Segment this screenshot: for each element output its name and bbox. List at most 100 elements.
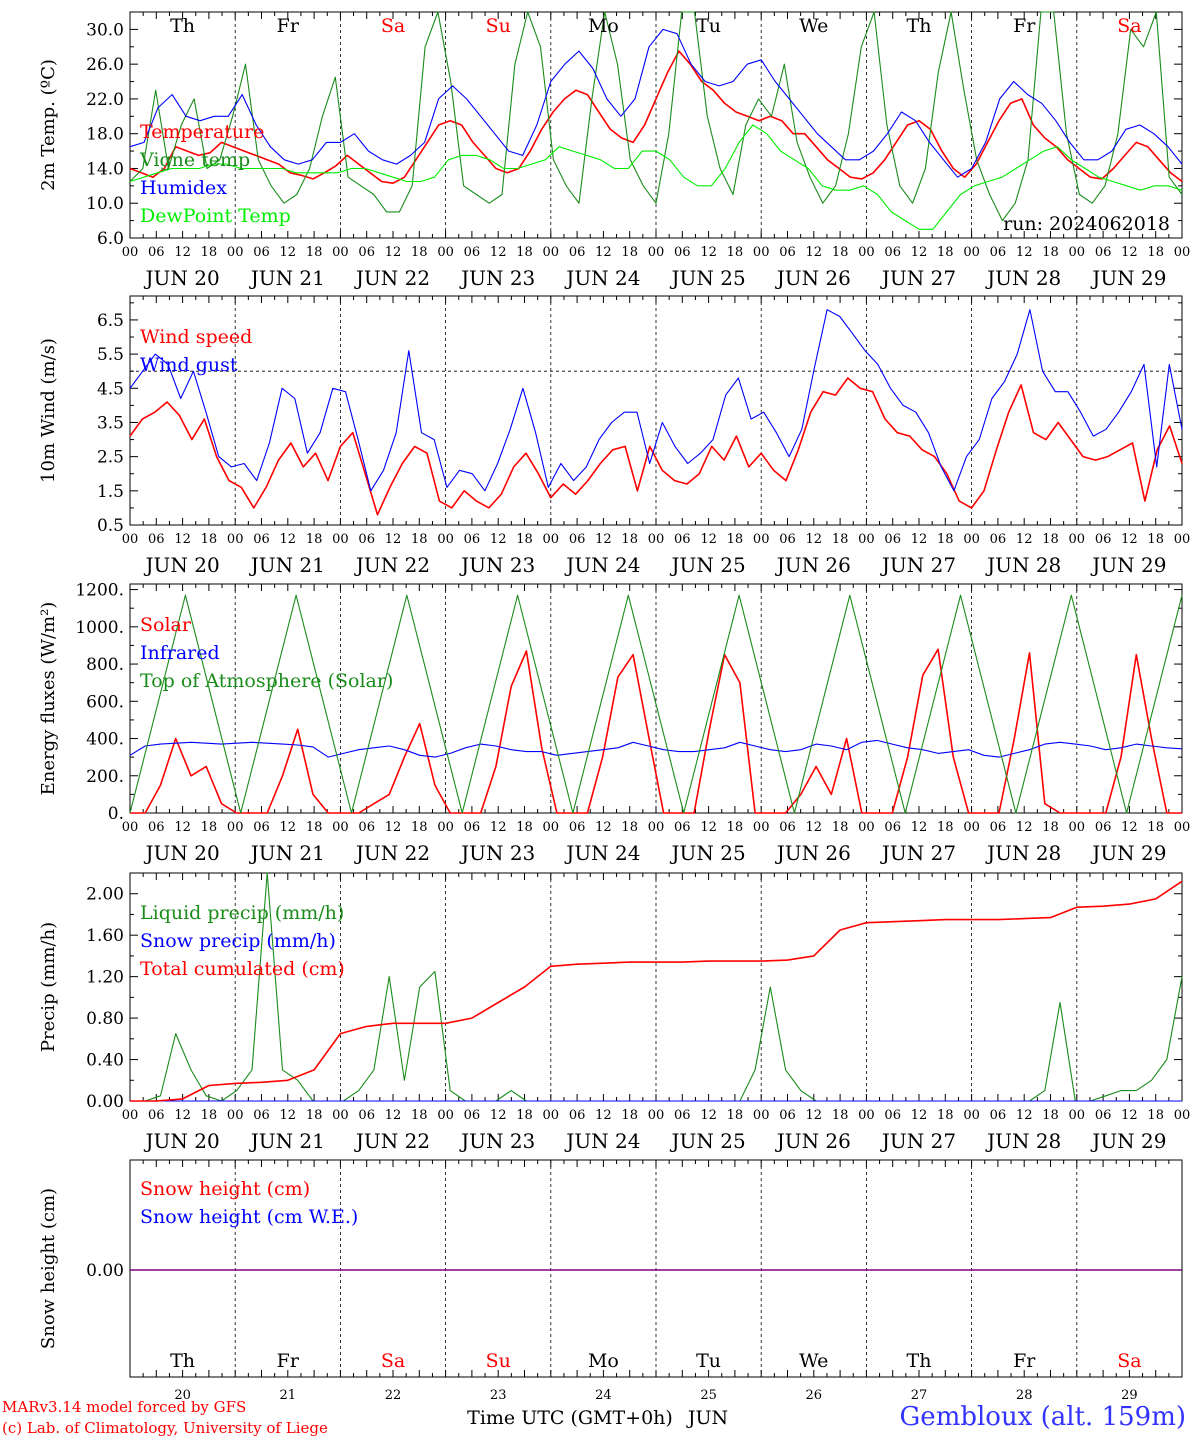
hour-tick-label: 12 [280, 245, 297, 260]
legend-entry: Vigne temp [139, 149, 250, 171]
hour-tick-label: 06 [464, 1108, 481, 1123]
day-number-label: 27 [911, 1388, 928, 1403]
hour-tick-label: 06 [253, 820, 270, 835]
hour-tick-label: 00 [122, 245, 139, 260]
hour-tick-label: 00 [332, 1108, 349, 1123]
date-label: JUN 20 [144, 266, 220, 290]
hour-tick-label: 06 [779, 245, 796, 260]
hour-tick-label: 06 [148, 245, 165, 260]
legend-entry: Wind speed [140, 326, 252, 348]
y-tick-label: 1.60 [86, 926, 124, 946]
hour-tick-label: 06 [884, 532, 901, 547]
hour-tick-label: 00 [227, 1108, 244, 1123]
hour-tick-label: 18 [1147, 532, 1164, 547]
hour-tick-label: 06 [779, 1108, 796, 1123]
hour-tick-label: 00 [332, 820, 349, 835]
y-tick-label: 26.0 [86, 55, 124, 75]
hour-tick-label: 18 [727, 532, 744, 547]
y-tick-label: 600. [86, 692, 124, 712]
legend-entry: Temperature [140, 121, 264, 143]
hour-tick-label: 18 [727, 245, 744, 260]
date-label: JUN 24 [564, 553, 640, 577]
date-label: JUN 23 [459, 1129, 535, 1153]
day-of-week-label: Su [486, 15, 511, 37]
hour-tick-label: 00 [437, 1108, 454, 1123]
series-line-2-2 [129, 594, 1183, 814]
hour-tick-label: 00 [753, 245, 770, 260]
hour-tick-label: 00 [1069, 1108, 1086, 1123]
hour-tick-label: 00 [122, 820, 139, 835]
date-label: JUN 27 [880, 266, 956, 290]
y-tick-label: 0.40 [86, 1051, 124, 1071]
hour-tick-label: 06 [779, 820, 796, 835]
hour-tick-label: 06 [990, 820, 1007, 835]
hour-tick-label: 18 [411, 245, 428, 260]
hour-tick-label: 06 [884, 1108, 901, 1123]
y-tick-label: 30.0 [86, 20, 124, 40]
date-label: JUN 25 [670, 1129, 746, 1153]
date-label: JUN 29 [1090, 1129, 1166, 1153]
hour-tick-label: 12 [911, 532, 928, 547]
hour-tick-label: 12 [595, 820, 612, 835]
hour-tick-label: 12 [280, 1108, 297, 1123]
day-of-week-label: Th [907, 1350, 932, 1372]
hour-tick-label: 18 [1147, 1108, 1164, 1123]
hour-tick-label: 06 [1095, 532, 1112, 547]
hour-tick-label: 12 [806, 245, 823, 260]
date-label: JUN 27 [880, 1129, 956, 1153]
hour-tick-label: 00 [753, 1108, 770, 1123]
legend-entry: Wind gust [140, 354, 238, 376]
hour-tick-label: 00 [963, 245, 980, 260]
hour-tick-label: 06 [148, 532, 165, 547]
y-tick-label: 2.00 [86, 885, 124, 905]
hour-tick-label: 06 [358, 820, 375, 835]
hour-tick-label: 12 [806, 820, 823, 835]
hour-tick-label: 06 [674, 820, 691, 835]
hour-tick-label: 18 [1147, 820, 1164, 835]
hour-tick-label: 18 [516, 532, 533, 547]
hour-tick-label: 00 [227, 820, 244, 835]
month-label: JUN [686, 1407, 728, 1429]
series-line-0-1 [129, 11, 1183, 222]
hour-tick-label: 12 [806, 532, 823, 547]
hour-tick-label: 12 [595, 1108, 612, 1123]
hour-tick-label: 06 [1095, 1108, 1112, 1123]
hour-tick-label: 06 [990, 532, 1007, 547]
day-number-label: 20 [174, 1388, 191, 1403]
series-line-0-3 [129, 124, 1183, 230]
hour-tick-label: 18 [516, 245, 533, 260]
legend-entry: Humidex [140, 177, 227, 199]
day-of-week-label: Tu [696, 1350, 721, 1372]
y-tick-label: 2.5 [97, 448, 124, 468]
hour-tick-label: 00 [437, 820, 454, 835]
hour-tick-label: 06 [464, 245, 481, 260]
series-line-1-1 [129, 309, 1183, 492]
hour-tick-label: 00 [648, 1108, 665, 1123]
date-label: JUN 24 [564, 841, 640, 865]
hour-tick-label: 18 [937, 245, 954, 260]
hour-tick-label: 00 [122, 1108, 139, 1123]
date-label: JUN 29 [1090, 553, 1166, 577]
y-tick-label: 0.00 [86, 1261, 124, 1281]
date-label: JUN 21 [249, 841, 325, 865]
hour-tick-label: 12 [700, 532, 717, 547]
hour-tick-label: 12 [1016, 820, 1033, 835]
x-axis-label: Time UTC (GMT+0h) [467, 1407, 673, 1429]
hour-tick-label: 06 [569, 245, 586, 260]
hour-tick-label: 18 [411, 532, 428, 547]
day-number-label: 26 [806, 1388, 823, 1403]
hour-tick-label: 18 [621, 245, 638, 260]
hour-tick-label: 00 [543, 245, 560, 260]
y-tick-label: 3.5 [97, 413, 124, 433]
hour-tick-label: 12 [174, 532, 191, 547]
hour-tick-label: 00 [227, 532, 244, 547]
hour-tick-label: 00 [648, 532, 665, 547]
legend-entry: Snow height (cm W.E.) [140, 1206, 358, 1228]
hour-tick-label: 18 [1042, 245, 1059, 260]
day-of-week-label: Sa [1117, 15, 1141, 37]
day-number-label: 24 [595, 1388, 612, 1403]
date-label: JUN 24 [564, 266, 640, 290]
y-tick-label: 10.0 [86, 194, 124, 214]
y-axis-label: 10m Wind (m/s) [38, 338, 59, 483]
